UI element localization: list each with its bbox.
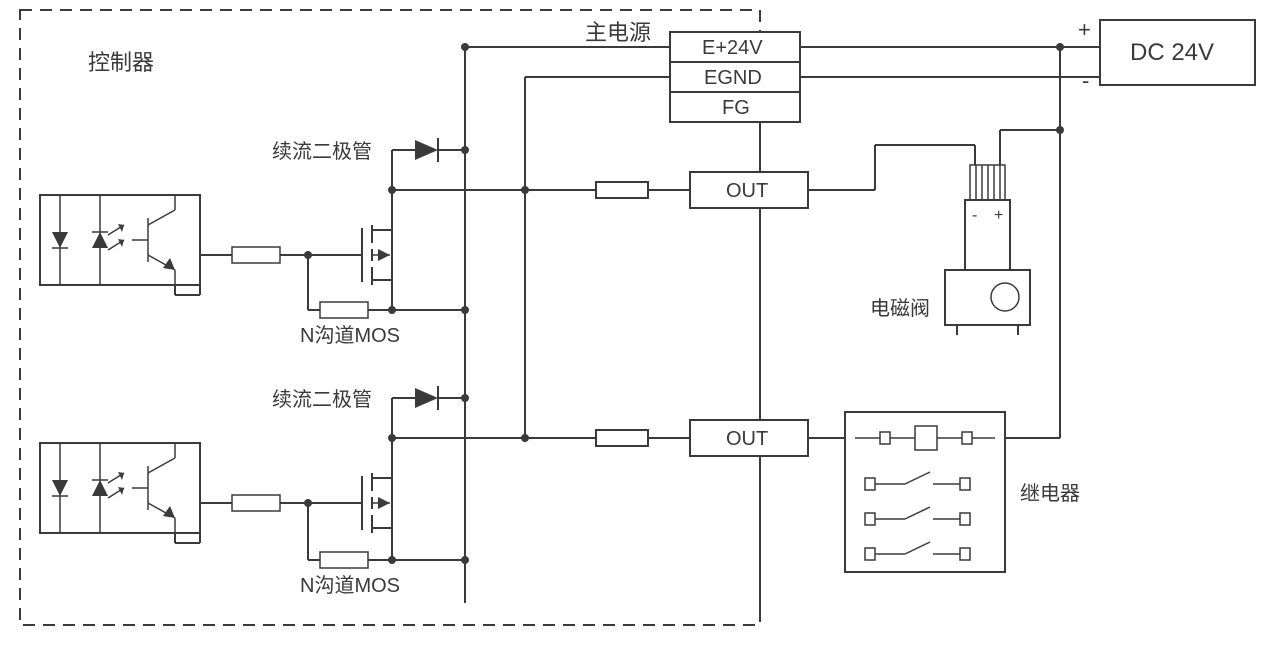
term-fg-text: FG [722, 97, 750, 119]
mosfet1 [340, 190, 392, 310]
term-e24v-text: E+24V [702, 37, 763, 59]
solenoid-valve: - + [945, 165, 1030, 335]
dc-minus: - [1082, 68, 1089, 93]
flyback1-label: 续流二极管 [272, 140, 372, 163]
relay [845, 412, 1005, 572]
out1-text: OUT [726, 180, 768, 202]
diode2 [392, 386, 469, 410]
fuse1 [596, 182, 648, 198]
dc24v-text: DC 24V [1130, 39, 1214, 66]
r-series1 [232, 247, 280, 263]
dc-plus: + [1078, 17, 1091, 42]
fuse2 [596, 430, 648, 446]
main-power-label: 主电源 [585, 20, 651, 45]
relay-label: 继电器 [1020, 482, 1080, 505]
svg-text:-: - [972, 207, 977, 224]
svg-text:+: + [994, 207, 1003, 224]
nmos1-label: N沟道MOS [300, 324, 400, 347]
r-series2 [232, 495, 280, 511]
opto2 [40, 443, 200, 533]
nmos2-label: N沟道MOS [300, 574, 400, 597]
mosfet2 [340, 438, 392, 560]
flyback2-label: 续流二极管 [272, 388, 372, 411]
solenoid-label: 电磁阀 [870, 297, 930, 320]
term-egnd-text: EGND [704, 67, 762, 89]
controller-label: 控制器 [88, 50, 154, 75]
r-gate2 [320, 552, 368, 568]
opto1 [40, 195, 200, 285]
out2-text: OUT [726, 428, 768, 450]
diode1 [392, 138, 469, 162]
r-gate1 [320, 302, 368, 318]
